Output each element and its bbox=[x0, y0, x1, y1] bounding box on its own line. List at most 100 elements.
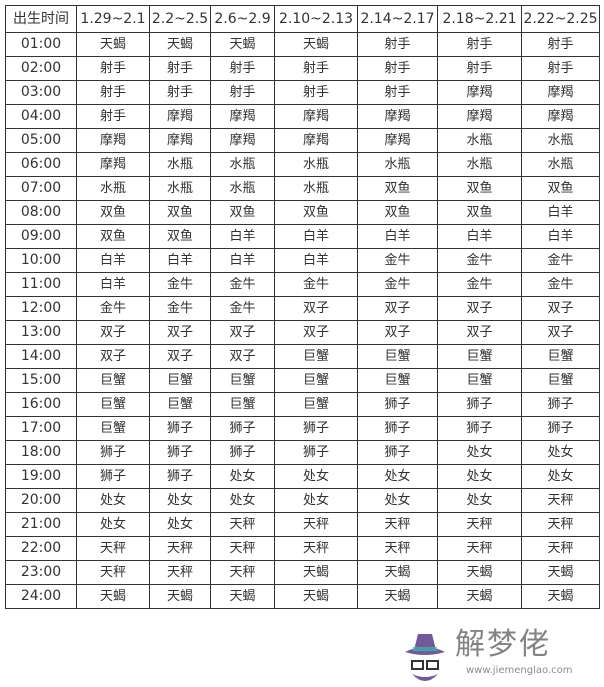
zodiac-cell: 白羊 bbox=[76, 248, 150, 273]
zodiac-cell: 处女 bbox=[357, 464, 438, 489]
zodiac-cell: 摩羯 bbox=[274, 128, 358, 153]
zodiac-cell: 巨蟹 bbox=[76, 368, 150, 393]
zodiac-cell: 狮子 bbox=[437, 392, 522, 417]
zodiac-cell: 处女 bbox=[274, 464, 358, 489]
zodiac-cell: 巨蟹 bbox=[437, 344, 522, 369]
zodiac-cell: 水瓶 bbox=[210, 176, 275, 201]
table-row: 24:00 天蝎 天蝎 天蝎 天蝎 天蝎 天蝎 天蝎 bbox=[5, 584, 600, 609]
table-row: 23:00 天秤 天秤 天秤 天蝎 天蝎 天蝎 天蝎 bbox=[5, 560, 600, 585]
zodiac-cell: 射手 bbox=[149, 56, 211, 81]
table-row: 20:00 处女 处女 处女 处女 处女 处女 天秤 bbox=[5, 488, 600, 513]
zodiac-cell: 双子 bbox=[521, 296, 600, 321]
time-cell: 18:00 bbox=[5, 440, 77, 465]
table-row: 06:00 摩羯 水瓶 水瓶 水瓶 水瓶 水瓶 水瓶 bbox=[5, 152, 600, 177]
zodiac-cell: 射手 bbox=[521, 56, 600, 81]
zodiac-cell: 双子 bbox=[357, 296, 438, 321]
zodiac-cell: 射手 bbox=[76, 80, 150, 105]
zodiac-cell: 双鱼 bbox=[210, 200, 275, 225]
table-row: 02:00 射手 射手 射手 射手 射手 射手 射手 bbox=[5, 56, 600, 81]
header-date-range: 1.29~2.1 bbox=[76, 5, 150, 33]
zodiac-cell: 天秤 bbox=[274, 512, 358, 537]
zodiac-cell: 金牛 bbox=[521, 272, 600, 297]
table-row: 10:00 白羊 白羊 白羊 白羊 金牛 金牛 金牛 bbox=[5, 248, 600, 273]
zodiac-cell: 金牛 bbox=[357, 272, 438, 297]
zodiac-cell: 射手 bbox=[357, 80, 438, 105]
zodiac-cell: 处女 bbox=[521, 464, 600, 489]
zodiac-cell: 摩羯 bbox=[521, 80, 600, 105]
zodiac-cell: 射手 bbox=[274, 56, 358, 81]
time-cell: 12:00 bbox=[5, 296, 77, 321]
zodiac-cell: 水瓶 bbox=[149, 152, 211, 177]
zodiac-cell: 摩羯 bbox=[210, 128, 275, 153]
zodiac-cell: 双鱼 bbox=[521, 176, 600, 201]
zodiac-cell: 巨蟹 bbox=[149, 368, 211, 393]
zodiac-cell: 双子 bbox=[274, 296, 358, 321]
zodiac-cell: 狮子 bbox=[210, 416, 275, 441]
zodiac-cell: 天蝎 bbox=[149, 32, 211, 57]
header-date-range: 2.6~2.9 bbox=[210, 5, 275, 33]
zodiac-cell: 天蝎 bbox=[437, 560, 522, 585]
zodiac-cell: 天蝎 bbox=[357, 584, 438, 609]
zodiac-cell: 天蝎 bbox=[76, 32, 150, 57]
table-row: 04:00 射手 摩羯 摩羯 摩羯 摩羯 摩羯 摩羯 bbox=[5, 104, 600, 129]
zodiac-cell: 射手 bbox=[210, 80, 275, 105]
zodiac-cell: 天秤 bbox=[357, 536, 438, 561]
zodiac-cell: 白羊 bbox=[210, 224, 275, 249]
table-row: 16:00 巨蟹 巨蟹 巨蟹 巨蟹 狮子 狮子 狮子 bbox=[5, 392, 600, 417]
zodiac-cell: 巨蟹 bbox=[357, 344, 438, 369]
time-cell: 23:00 bbox=[5, 560, 77, 585]
zodiac-cell: 处女 bbox=[149, 512, 211, 537]
table-row: 05:00 摩羯 摩羯 摩羯 摩羯 摩羯 水瓶 水瓶 bbox=[5, 128, 600, 153]
zodiac-cell: 射手 bbox=[357, 56, 438, 81]
zodiac-cell: 水瓶 bbox=[437, 128, 522, 153]
zodiac-cell: 处女 bbox=[357, 488, 438, 513]
zodiac-cell: 天蝎 bbox=[521, 560, 600, 585]
time-cell: 07:00 bbox=[5, 176, 77, 201]
zodiac-cell: 狮子 bbox=[357, 416, 438, 441]
header-row: 出生时间 1.29~2.1 2.2~2.5 2.6~2.9 2.10~2.13 2.14~… bbox=[5, 5, 600, 33]
table-row: 18:00 狮子 狮子 狮子 狮子 狮子 处女 处女 bbox=[5, 440, 600, 465]
zodiac-cell: 狮子 bbox=[357, 392, 438, 417]
zodiac-cell: 金牛 bbox=[437, 272, 522, 297]
table-row: 07:00 水瓶 水瓶 水瓶 水瓶 双鱼 双鱼 双鱼 bbox=[5, 176, 600, 201]
zodiac-cell: 天秤 bbox=[274, 536, 358, 561]
time-cell: 15:00 bbox=[5, 368, 77, 393]
zodiac-cell: 金牛 bbox=[274, 272, 358, 297]
table-row: 12:00 金牛 金牛 金牛 双子 双子 双子 双子 bbox=[5, 296, 600, 321]
table-row: 14:00 双子 双子 双子 巨蟹 巨蟹 巨蟹 巨蟹 bbox=[5, 344, 600, 369]
zodiac-cell: 金牛 bbox=[210, 272, 275, 297]
zodiac-cell: 摩羯 bbox=[521, 104, 600, 129]
table-row: 13:00 双子 双子 双子 双子 双子 双子 双子 bbox=[5, 320, 600, 345]
zodiac-cell: 天秤 bbox=[521, 512, 600, 537]
zodiac-cell: 射手 bbox=[76, 104, 150, 129]
zodiac-cell: 天秤 bbox=[210, 512, 275, 537]
zodiac-cell: 白羊 bbox=[149, 248, 211, 273]
zodiac-cell: 巨蟹 bbox=[149, 392, 211, 417]
time-cell: 01:00 bbox=[5, 32, 77, 57]
time-cell: 14:00 bbox=[5, 344, 77, 369]
zodiac-cell: 巨蟹 bbox=[521, 368, 600, 393]
table-row: 08:00 双鱼 双鱼 双鱼 双鱼 双鱼 双鱼 白羊 bbox=[5, 200, 600, 225]
zodiac-cell: 射手 bbox=[274, 80, 358, 105]
zodiac-cell: 天蝎 bbox=[210, 584, 275, 609]
zodiac-cell: 天蝎 bbox=[210, 32, 275, 57]
table-row: 11:00 白羊 金牛 金牛 金牛 金牛 金牛 金牛 bbox=[5, 272, 600, 297]
zodiac-cell: 双鱼 bbox=[437, 176, 522, 201]
time-cell: 09:00 bbox=[5, 224, 77, 249]
zodiac-cell: 白羊 bbox=[76, 272, 150, 297]
zodiac-cell: 狮子 bbox=[149, 440, 211, 465]
zodiac-cell: 摩羯 bbox=[437, 104, 522, 129]
zodiac-cell: 狮子 bbox=[210, 440, 275, 465]
zodiac-cell: 射手 bbox=[437, 32, 522, 57]
zodiac-cell: 巨蟹 bbox=[210, 392, 275, 417]
zodiac-cell: 双子 bbox=[437, 320, 522, 345]
zodiac-cell: 摩羯 bbox=[76, 128, 150, 153]
zodiac-cell: 双子 bbox=[357, 320, 438, 345]
zodiac-cell: 天秤 bbox=[521, 536, 600, 561]
zodiac-cell: 天秤 bbox=[357, 512, 438, 537]
zodiac-cell: 白羊 bbox=[437, 224, 522, 249]
time-cell: 11:00 bbox=[5, 272, 77, 297]
zodiac-cell: 白羊 bbox=[210, 248, 275, 273]
zodiac-cell: 天秤 bbox=[76, 560, 150, 585]
zodiac-cell: 水瓶 bbox=[521, 152, 600, 177]
